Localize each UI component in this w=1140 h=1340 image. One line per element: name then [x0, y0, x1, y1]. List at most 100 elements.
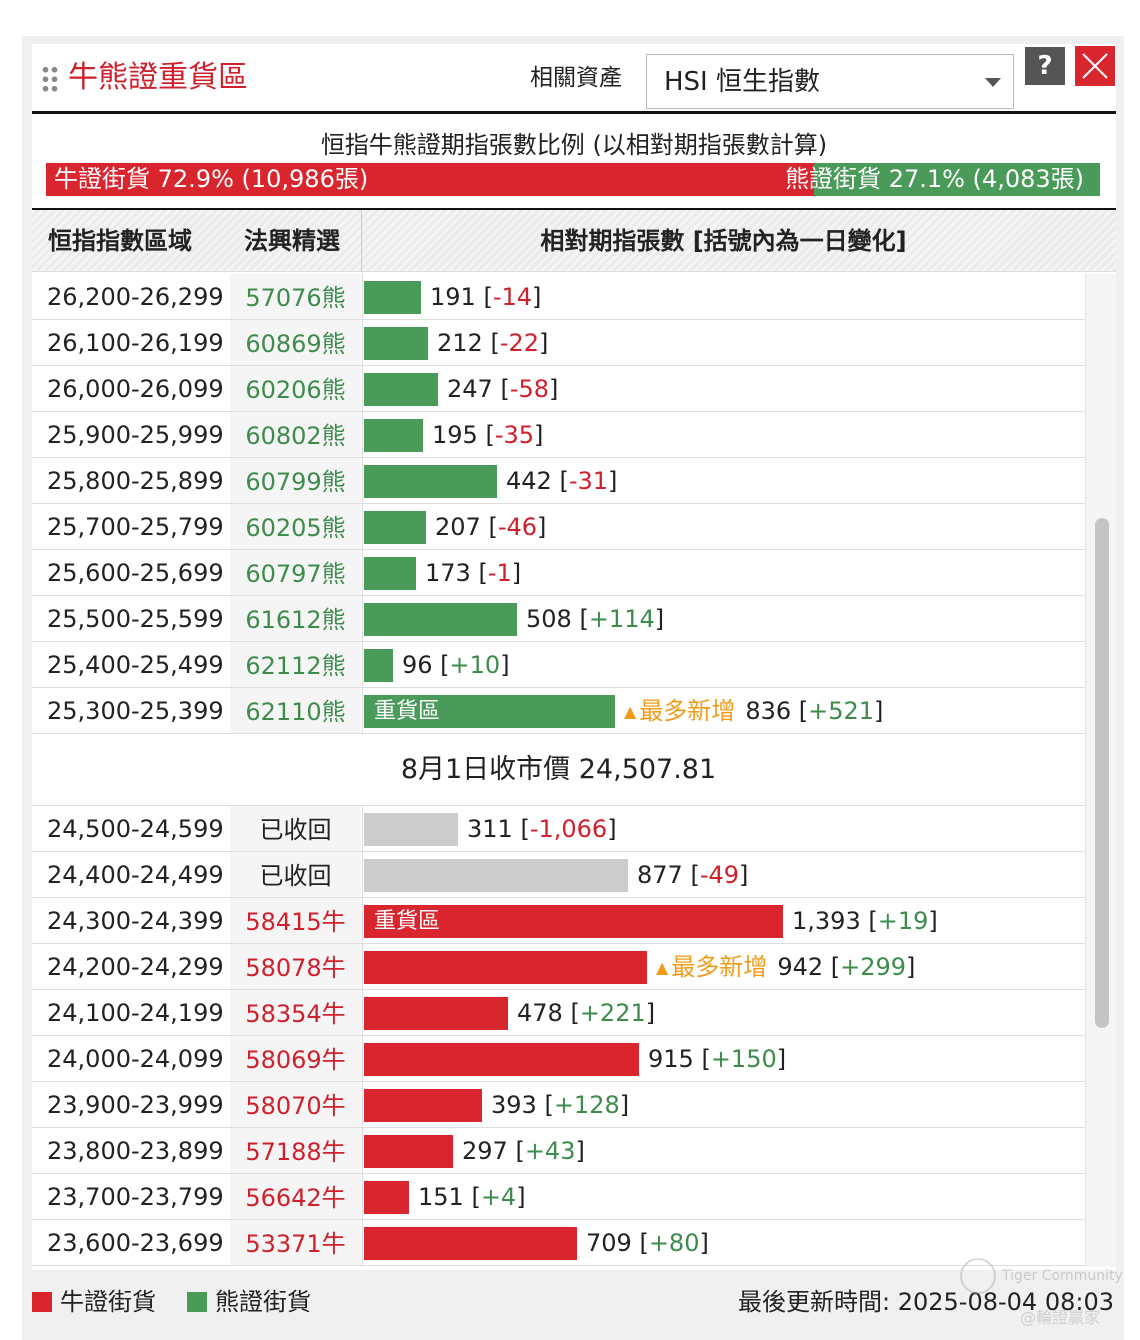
widget-header: 牛熊證重貨區 相關資產 HSI 恒生指數 ?: [32, 44, 1116, 114]
contracts-cell: 393 [+128]: [362, 1082, 1085, 1127]
contracts-cell: 195 [-35]: [362, 412, 1085, 457]
pick-cell[interactable]: 60206熊: [230, 366, 361, 411]
table-row[interactable]: 25,400-25,499 62112熊 96 [+10]: [32, 642, 1085, 688]
range-cell: 24,300-24,399: [47, 907, 224, 935]
scrollbar-thumb[interactable]: [1095, 518, 1109, 1028]
table-row[interactable]: 25,700-25,799 60205熊 207 [-46]: [32, 504, 1085, 550]
table-row[interactable]: 25,500-25,599 61612熊 508 [+114]: [32, 596, 1085, 642]
daily-change: +128: [553, 1091, 620, 1119]
column-header-pick: 法興精選: [244, 227, 340, 255]
pick-cell[interactable]: 58415牛: [230, 898, 361, 943]
pick-cell[interactable]: 60205熊: [230, 504, 361, 549]
table-row[interactable]: 25,900-25,999 60802熊 195 [-35]: [32, 412, 1085, 458]
contracts-info: 191 [-14]: [430, 283, 542, 311]
contracts-bar: [364, 373, 438, 406]
table-row[interactable]: 24,300-24,399 58415牛 重貨區 1,393 [+19]: [32, 898, 1085, 944]
last-updated: 最後更新時間: 2025-08-04 08:03: [738, 1288, 1114, 1316]
contracts-info: 297 [+43]: [462, 1137, 585, 1165]
contracts-cell: 915 [+150]: [362, 1036, 1085, 1081]
contracts-cell: ▲ 最多新增 942 [+299]: [362, 944, 1085, 989]
contracts-count: 207: [435, 513, 481, 541]
pick-cell[interactable]: 60869熊: [230, 320, 361, 365]
table-row[interactable]: 24,500-24,599 已收回 311 [-1,066]: [32, 806, 1085, 852]
pick-cell[interactable]: 57188牛: [230, 1128, 361, 1173]
pick-cell[interactable]: 60802熊: [230, 412, 361, 457]
pick-cell[interactable]: 56642牛: [230, 1174, 361, 1219]
column-header-contracts: 相對期指張數 [括號內為一日變化]: [540, 227, 907, 255]
contracts-cell: 311 [-1,066]: [362, 806, 1085, 851]
range-cell: 23,700-23,799: [47, 1183, 224, 1211]
table-row[interactable]: 25,300-25,399 62110熊 重貨區 ▲ 最多新增 836 [+521]: [32, 688, 1085, 734]
pick-cell[interactable]: 58070牛: [230, 1082, 361, 1127]
table-body[interactable]: 26,200-26,299 57076熊 191 [-14] 26,100-26,19…: [32, 274, 1085, 1267]
contracts-bar: [364, 1181, 409, 1214]
pick-cell[interactable]: 61612熊: [230, 596, 361, 641]
daily-change: +299: [840, 953, 907, 981]
range-cell: 25,500-25,599: [47, 605, 224, 633]
ratio-bar: 牛證街貨 72.9% (10,986張) 熊證街貨 27.1% (4,083張): [46, 163, 1100, 196]
table-row[interactable]: 23,700-23,799 56642牛 151 [+4]: [32, 1174, 1085, 1220]
range-cell: 26,100-26,199: [47, 329, 224, 357]
contracts-info: ▲ 最多新增 942 [+299]: [656, 953, 916, 981]
table-row[interactable]: 23,900-23,999 58070牛 393 [+128]: [32, 1082, 1085, 1128]
pick-cell[interactable]: 53371牛: [230, 1220, 361, 1265]
contracts-cell: 151 [+4]: [362, 1174, 1085, 1219]
contracts-count: 877: [637, 861, 683, 889]
triangle-up-icon: ▲: [656, 958, 669, 977]
pick-cell: 已收回: [230, 806, 361, 851]
table-row[interactable]: 24,000-24,099 58069牛 915 [+150]: [32, 1036, 1085, 1082]
help-button[interactable]: ?: [1025, 47, 1065, 85]
contracts-bar: [364, 327, 428, 360]
close-price-label: 8月1日收市價 24,507.81: [400, 754, 717, 785]
table-row[interactable]: 26,200-26,299 57076熊 191 [-14]: [32, 274, 1085, 320]
pick-cell[interactable]: 62112熊: [230, 642, 361, 687]
contracts-bar: [364, 813, 458, 846]
table-row[interactable]: 23,800-23,899 57188牛 297 [+43]: [32, 1128, 1085, 1174]
contracts-bar: [364, 557, 416, 590]
daily-change: +221: [579, 999, 646, 1027]
contracts-count: 247: [447, 375, 493, 403]
ratio-bull-fill: [46, 163, 815, 196]
close-icon: [1082, 53, 1108, 79]
table-row[interactable]: 24,400-24,499 已收回 877 [-49]: [32, 852, 1085, 898]
scrollbar[interactable]: [1085, 274, 1116, 1267]
contracts-bar: [364, 951, 647, 984]
range-cell: 24,500-24,599: [47, 815, 224, 843]
contracts-info: 442 [-31]: [506, 467, 618, 495]
table-row[interactable]: 23,600-23,699 53371牛 709 [+80]: [32, 1220, 1085, 1266]
table-row[interactable]: 26,000-26,099 60206熊 247 [-58]: [32, 366, 1085, 412]
table-row[interactable]: 25,600-25,699 60797熊 173 [-1]: [32, 550, 1085, 596]
contracts-info: 915 [+150]: [648, 1045, 787, 1073]
pick-cell[interactable]: 58078牛: [230, 944, 361, 989]
table-row[interactable]: 24,200-24,299 58078牛 ▲ 最多新增 942 [+299]: [32, 944, 1085, 990]
header-divider: [361, 210, 362, 272]
drag-handle-icon[interactable]: [41, 65, 59, 93]
watermark-line1: Tiger Community: [1002, 1268, 1123, 1284]
range-cell: 26,200-26,299: [47, 283, 224, 311]
close-button[interactable]: [1075, 46, 1115, 86]
daily-change: -46: [497, 513, 538, 541]
contracts-cell: 212 [-22]: [362, 320, 1085, 365]
contracts-count: 442: [506, 467, 552, 495]
range-cell: 25,600-25,699: [47, 559, 224, 587]
pick-cell[interactable]: 60799熊: [230, 458, 361, 503]
pick-cell[interactable]: 58354牛: [230, 990, 361, 1035]
pick-cell[interactable]: 58069牛: [230, 1036, 361, 1081]
legend-bear-label: 熊證街貨: [215, 1288, 311, 1316]
table-row[interactable]: 25,800-25,899 60799熊 442 [-31]: [32, 458, 1085, 504]
pick-cell[interactable]: 62110熊: [230, 688, 361, 733]
daily-change: -31: [568, 467, 609, 495]
pick-cell[interactable]: 60797熊: [230, 550, 361, 595]
pick-cell[interactable]: 57076熊: [230, 274, 361, 319]
contracts-info: 96 [+10]: [402, 651, 510, 679]
daily-change: +150: [710, 1045, 777, 1073]
table-row[interactable]: 26,100-26,199 60869熊 212 [-22]: [32, 320, 1085, 366]
daily-change: -58: [509, 375, 550, 403]
asset-select[interactable]: HSI 恒生指數: [646, 54, 1014, 109]
asset-label: 相關資產: [530, 65, 622, 91]
footer: 牛證街貨 熊證街貨 最後更新時間: 2025-08-04 08:03: [22, 1270, 1124, 1340]
table-row[interactable]: 24,100-24,199 58354牛 478 [+221]: [32, 990, 1085, 1036]
contracts-info: 311 [-1,066]: [467, 815, 617, 843]
contracts-bar: [364, 603, 517, 636]
most-added-label: 最多新增: [671, 953, 768, 981]
